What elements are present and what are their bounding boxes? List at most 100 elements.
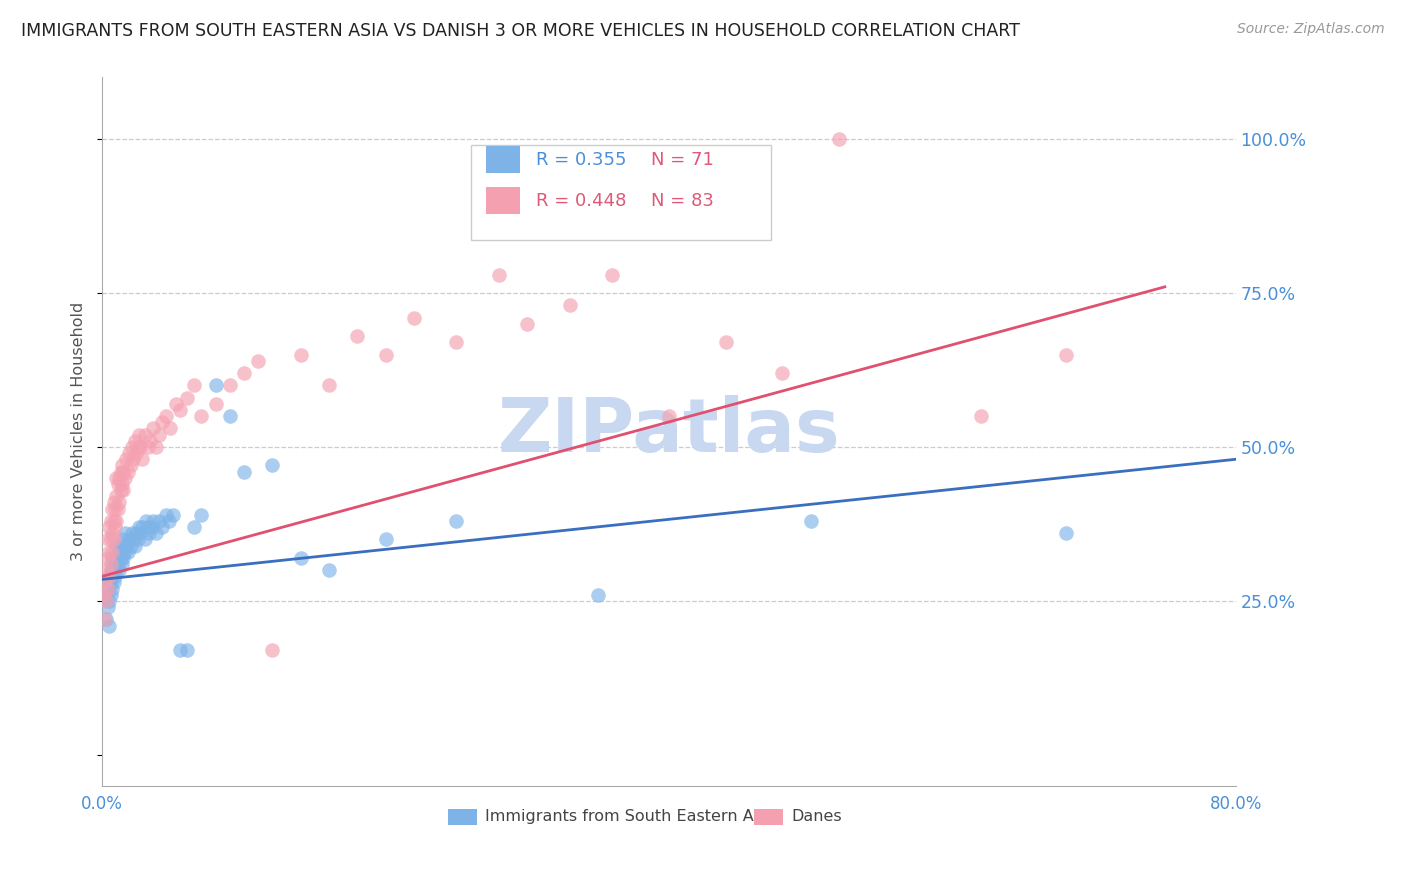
Point <box>98 618 121 632</box>
Point <box>97 582 120 596</box>
Point <box>111 477 134 491</box>
Point <box>101 550 124 565</box>
Point <box>1054 526 1077 541</box>
Point <box>204 378 226 392</box>
Point <box>1054 348 1077 362</box>
Point <box>516 317 538 331</box>
Point <box>107 557 129 571</box>
Point <box>98 569 121 583</box>
Text: N = 71: N = 71 <box>651 151 714 169</box>
Point <box>558 298 581 312</box>
Point <box>488 268 510 282</box>
Point <box>107 477 129 491</box>
FancyBboxPatch shape <box>449 809 478 825</box>
Point <box>157 514 180 528</box>
FancyBboxPatch shape <box>486 146 520 173</box>
Point <box>122 452 145 467</box>
Point <box>714 335 737 350</box>
Point <box>150 415 173 429</box>
Point <box>346 329 368 343</box>
Point <box>96 594 118 608</box>
Point <box>218 409 240 424</box>
Point <box>131 452 153 467</box>
Point <box>122 533 145 547</box>
Point <box>101 544 124 558</box>
Point <box>165 397 187 411</box>
Point <box>103 575 125 590</box>
Point <box>232 366 254 380</box>
Text: ZIPatlas: ZIPatlas <box>498 395 841 468</box>
FancyBboxPatch shape <box>471 145 770 240</box>
Point <box>141 520 163 534</box>
Point <box>104 520 127 534</box>
Point <box>101 582 124 596</box>
Point <box>105 550 128 565</box>
Point <box>114 471 136 485</box>
Point <box>114 526 136 541</box>
Point <box>124 434 146 448</box>
Text: Immigrants from South Eastern Asia: Immigrants from South Eastern Asia <box>485 809 776 824</box>
Point <box>148 514 170 528</box>
Point <box>100 514 122 528</box>
FancyBboxPatch shape <box>754 809 783 825</box>
Point <box>129 440 152 454</box>
Point <box>169 403 191 417</box>
Point <box>169 643 191 657</box>
Point <box>290 550 312 565</box>
Point <box>108 471 131 485</box>
Point <box>100 575 122 590</box>
Point <box>828 132 851 146</box>
Point <box>658 409 681 424</box>
Point <box>104 569 127 583</box>
Point <box>100 533 122 547</box>
Point <box>103 533 125 547</box>
Point <box>100 588 122 602</box>
Point <box>117 465 139 479</box>
Point <box>94 612 117 626</box>
Point <box>124 539 146 553</box>
Point <box>97 533 120 547</box>
Point <box>218 378 240 392</box>
Point <box>128 427 150 442</box>
Text: Source: ZipAtlas.com: Source: ZipAtlas.com <box>1237 22 1385 37</box>
Text: N = 83: N = 83 <box>651 192 714 210</box>
Point <box>118 446 141 460</box>
Point <box>262 643 284 657</box>
Point <box>129 526 152 541</box>
Point <box>120 458 142 473</box>
Point <box>110 539 132 553</box>
Point <box>290 348 312 362</box>
Point <box>111 557 134 571</box>
Point <box>134 533 156 547</box>
Point <box>108 495 131 509</box>
Point <box>97 550 120 565</box>
Point <box>139 434 162 448</box>
Point <box>128 520 150 534</box>
Point <box>120 539 142 553</box>
Point <box>112 465 135 479</box>
Point <box>101 501 124 516</box>
Point <box>142 421 165 435</box>
Point <box>136 440 159 454</box>
Point <box>446 335 468 350</box>
Point <box>101 563 124 577</box>
Point <box>176 643 198 657</box>
Point <box>142 514 165 528</box>
Point <box>110 550 132 565</box>
Point <box>112 533 135 547</box>
Point <box>150 520 173 534</box>
Point <box>318 378 340 392</box>
Point <box>402 310 425 325</box>
Point <box>107 544 129 558</box>
Point <box>115 539 138 553</box>
Point <box>232 465 254 479</box>
Point <box>600 268 623 282</box>
Point <box>105 563 128 577</box>
Point <box>112 550 135 565</box>
Point <box>125 526 148 541</box>
Point <box>104 550 127 565</box>
Point <box>114 544 136 558</box>
Point <box>111 458 134 473</box>
Point <box>183 378 205 392</box>
Point <box>110 483 132 497</box>
